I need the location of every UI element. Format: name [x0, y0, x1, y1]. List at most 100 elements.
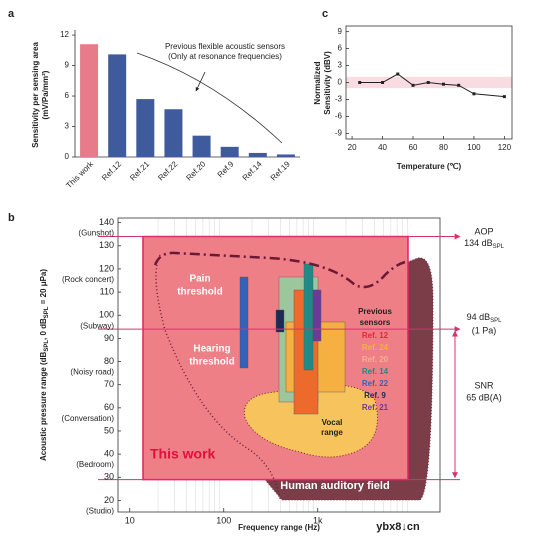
pain-threshold [153, 251, 406, 289]
legend-entry: Ref. 9 [364, 391, 386, 400]
annotation-sub: SPL [490, 318, 502, 324]
bar [192, 135, 211, 157]
y-tick-label: 20 [104, 495, 114, 505]
bar [276, 154, 295, 157]
y-tick-label: 6 [338, 44, 343, 53]
sensor-range [303, 263, 314, 371]
y-tick-label: -6 [335, 112, 343, 121]
x-tick-label: 60 [409, 143, 418, 152]
marker [472, 92, 476, 96]
x-tick-label: 80 [439, 143, 448, 152]
y-tick-label: 0 [338, 78, 343, 87]
y-tick-label: 130 [99, 240, 114, 250]
sensor-range [239, 276, 249, 369]
marker [358, 81, 362, 84]
y-axis-title: (mV/Pa/mm²) [41, 70, 50, 119]
x-tick-label: 1k [313, 515, 323, 525]
x-tick-label: Ref.12 [100, 159, 123, 182]
bar [136, 99, 155, 157]
y-axis-title: Sensitivity (dBV) [323, 51, 332, 115]
y-axis-title: Sensitivity per sensing area [31, 42, 40, 148]
region-label: Human auditory field [280, 480, 389, 492]
watermark: ybx8↓cn [376, 521, 420, 533]
annotation: AOP [474, 226, 493, 236]
x-tick-label: This work [64, 159, 95, 190]
y-tick-label: 80 [104, 356, 114, 366]
y-tick-note: (Conversation) [62, 414, 115, 423]
y-tick-label: 9 [65, 61, 70, 70]
y-tick-label: 140 [99, 217, 114, 227]
y-tick-label: 110 [100, 286, 114, 296]
marker [396, 72, 400, 76]
annotation-sub: SPL [493, 244, 505, 250]
y-axis-title: Acoustic pressure range (dBSPL, 0 dBSPL … [39, 269, 49, 461]
x-tick-label: Ref.19 [269, 159, 292, 182]
annotation: 94 dBSPL [467, 312, 503, 323]
legend-entry: Ref. 14 [362, 367, 389, 376]
y-tick-label: 3 [338, 61, 343, 70]
y-tick-label: 30 [104, 472, 114, 482]
marker [502, 95, 506, 99]
annotation: 65 dB(A) [466, 392, 502, 402]
y-tick-label: -3 [335, 95, 343, 104]
y-tick-note: (Gunshot) [78, 229, 114, 238]
label: threshold [189, 357, 235, 368]
panel-label: a [8, 8, 15, 20]
arrow [195, 71, 206, 92]
sensor-range [275, 309, 285, 333]
legend-title: Previous [358, 307, 392, 316]
y-tick-label: 12 [60, 30, 69, 39]
label: Pain [189, 274, 210, 285]
legend-entry: Ref. 21 [362, 403, 389, 412]
marker [411, 83, 415, 87]
label: range [321, 428, 343, 437]
bar [108, 54, 127, 157]
panel-label: c [322, 8, 328, 20]
y-tick-label: 100 [99, 310, 114, 320]
annotation: SNR [474, 380, 494, 390]
trend-curve [136, 52, 283, 144]
y-axis-title: Normalized [313, 61, 322, 104]
label: Vocal [322, 418, 343, 427]
y-tick-note: (Subway) [80, 321, 114, 330]
bar [80, 44, 99, 157]
label: Hearing [193, 344, 230, 355]
x-tick-label: 40 [378, 143, 387, 152]
legend-title: sensors [360, 318, 391, 327]
x-tick-label: 100 [467, 143, 481, 152]
panel-label: b [8, 212, 15, 224]
annotation: 94 dB [467, 312, 491, 322]
y-tick-label: 3 [65, 122, 70, 131]
x-tick-label: Ref.9 [216, 159, 236, 179]
x-tick-label: 20 [348, 143, 357, 152]
legend-entry: Ref. 12 [362, 331, 389, 340]
auditory-field [263, 257, 434, 501]
x-axis-title: Temperature (℃) [397, 162, 462, 171]
y-tick-label: 40 [104, 449, 114, 459]
y-tick-label: 6 [65, 91, 70, 100]
marker [457, 83, 461, 87]
annotation: (Only at resonance frequencies) [168, 52, 282, 61]
x-axis-title: Frequency range (Hz) [238, 523, 320, 532]
y-tick-label: 90 [104, 333, 114, 343]
x-tick-label: Ref.22 [156, 159, 179, 182]
bar [248, 152, 267, 157]
sensor-range [312, 289, 322, 342]
label: threshold [177, 287, 223, 298]
annotation: (1 Pa) [472, 325, 497, 335]
marker [441, 82, 445, 86]
legend-entry: Ref. 22 [362, 379, 389, 388]
y-tick-label: 60 [104, 402, 114, 412]
annotation: 134 dB [464, 238, 493, 248]
marker [381, 81, 385, 84]
x-tick-label: Ref.14 [241, 159, 264, 182]
annotation: Previous flexible acoustic sensors [165, 42, 285, 51]
y-tick-note: (Rock concert) [62, 275, 114, 284]
bar [164, 109, 183, 157]
y-tick-note: (Bedroom) [76, 460, 114, 469]
annotation: 134 dBSPL [464, 238, 505, 249]
x-tick-label: Ref.20 [184, 159, 207, 182]
legend-entry: Ref. 20 [362, 355, 389, 364]
x-tick-label: Ref.21 [128, 159, 151, 182]
